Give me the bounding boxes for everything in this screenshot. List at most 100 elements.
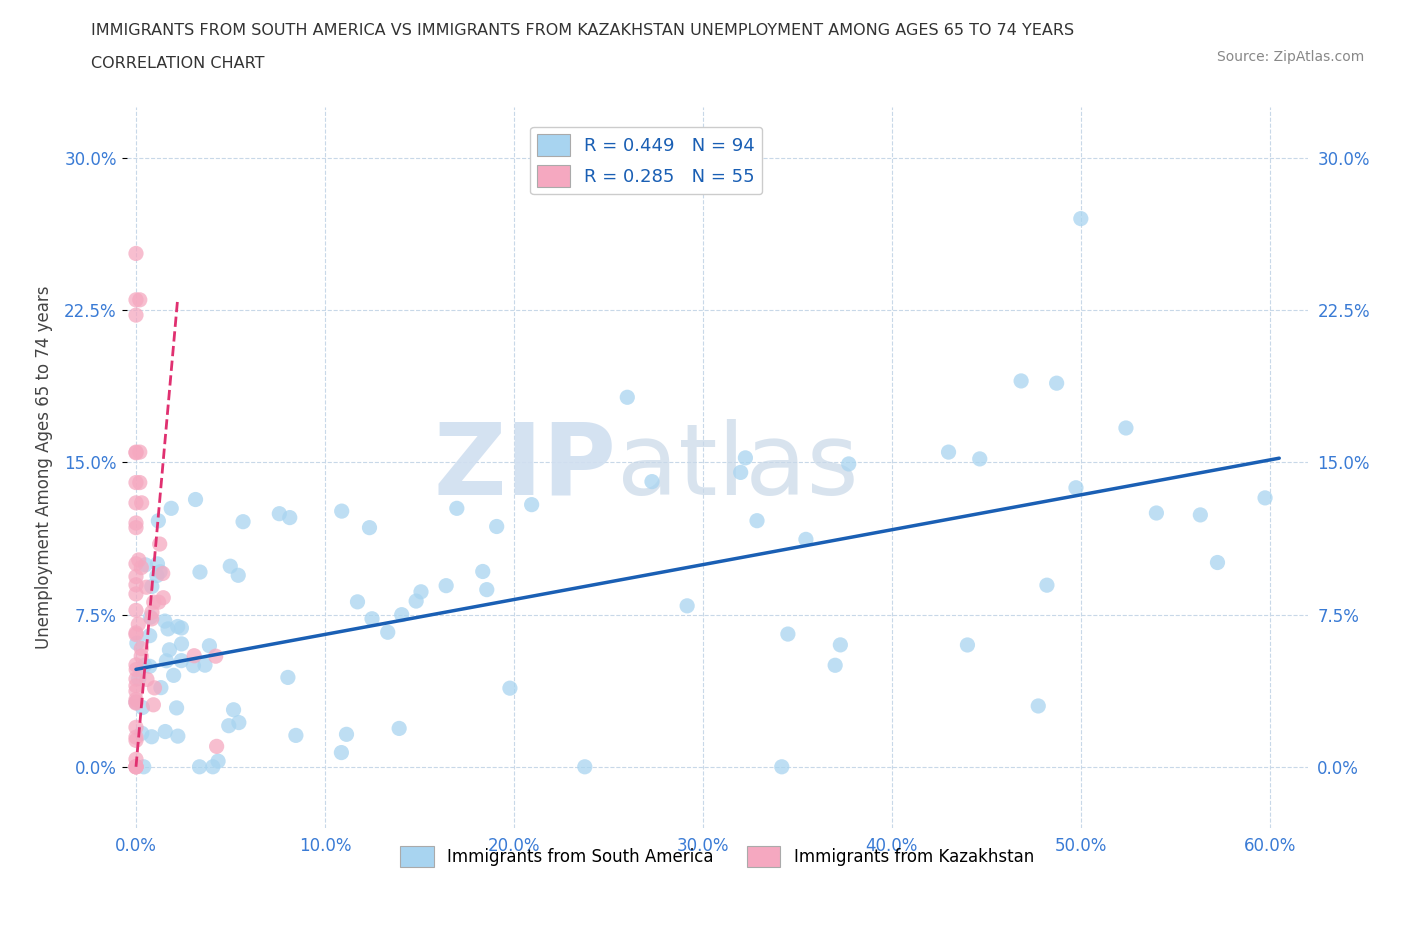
Point [125, 662, 148, 677]
Point [125, 515, 148, 530]
Point [125, 556, 148, 571]
Point [125, 760, 148, 775]
Point [149, 537, 172, 551]
Point [141, 611, 163, 626]
Point [166, 700, 188, 715]
Point [159, 643, 181, 658]
Point [131, 496, 153, 511]
Point [152, 591, 174, 605]
Point [125, 733, 148, 748]
Point [734, 450, 756, 465]
Point [125, 695, 148, 710]
Point [228, 715, 250, 730]
Point [141, 729, 163, 744]
Point [520, 498, 543, 512]
Point [405, 593, 427, 608]
Text: CORRELATION CHART: CORRELATION CHART [91, 56, 264, 71]
Point [128, 445, 150, 459]
Point [184, 492, 207, 507]
Point [127, 617, 149, 631]
Point [794, 532, 817, 547]
Point [1254, 490, 1277, 505]
Point [125, 520, 148, 535]
Point [166, 729, 188, 744]
Y-axis label: Unemployment Among Ages 65 to 74 years: Unemployment Among Ages 65 to 74 years [35, 286, 53, 649]
Point [1070, 211, 1092, 226]
Point [222, 702, 245, 717]
Point [219, 559, 242, 574]
Point [335, 727, 357, 742]
Point [131, 560, 153, 575]
Point [938, 445, 960, 459]
Point [125, 475, 148, 490]
Point [125, 587, 148, 602]
Point [125, 603, 148, 618]
Point [152, 566, 174, 581]
Point [232, 514, 254, 529]
Point [125, 692, 148, 707]
Point [170, 653, 193, 668]
Point [142, 698, 165, 712]
Point [129, 648, 152, 663]
Point [153, 614, 176, 629]
Point [1144, 506, 1167, 521]
Point [956, 638, 979, 653]
Point [138, 628, 160, 643]
Point [131, 725, 153, 740]
Point [330, 745, 353, 760]
Point [269, 506, 291, 521]
Point [969, 451, 991, 466]
Point [838, 457, 860, 472]
Point [330, 504, 353, 519]
Legend: Immigrants from South America, Immigrants from Kazakhstan: Immigrants from South America, Immigrant… [394, 840, 1040, 873]
Point [676, 598, 699, 613]
Point [170, 620, 193, 635]
Point [278, 511, 301, 525]
Point [207, 753, 229, 768]
Text: Source: ZipAtlas.com: Source: ZipAtlas.com [1216, 50, 1364, 64]
Point [616, 390, 638, 405]
Point [125, 751, 148, 766]
Point [277, 670, 299, 684]
Point [1064, 480, 1087, 495]
Point [125, 760, 148, 775]
Point [125, 636, 148, 651]
Text: atlas: atlas [617, 418, 858, 516]
Point [134, 557, 156, 572]
Point [149, 565, 172, 579]
Point [136, 672, 159, 687]
Point [125, 627, 148, 642]
Point [135, 579, 157, 594]
Point [128, 292, 150, 307]
Point [485, 519, 508, 534]
Point [141, 579, 163, 594]
Point [125, 308, 148, 323]
Point [125, 760, 148, 775]
Point [471, 565, 494, 579]
Point [138, 658, 160, 673]
Point [125, 569, 148, 584]
Point [641, 474, 664, 489]
Point [499, 681, 522, 696]
Point [730, 465, 752, 480]
Point [284, 728, 307, 743]
Point [160, 501, 183, 516]
Point [183, 648, 205, 663]
Point [125, 292, 148, 307]
Point [125, 695, 148, 710]
Point [148, 513, 170, 528]
Point [149, 680, 172, 695]
Point [157, 621, 180, 636]
Point [155, 724, 177, 739]
Text: IMMIGRANTS FROM SOUTH AMERICA VS IMMIGRANTS FROM KAZAKHSTAN UNEMPLOYMENT AMONG A: IMMIGRANTS FROM SOUTH AMERICA VS IMMIGRA… [91, 23, 1074, 38]
Point [134, 658, 156, 672]
Point [198, 638, 221, 653]
Point [1046, 376, 1069, 391]
Point [1036, 578, 1059, 592]
Point [125, 760, 148, 775]
Point [226, 568, 249, 583]
Point [1206, 555, 1229, 570]
Point [409, 584, 432, 599]
Point [146, 556, 169, 571]
Point [163, 668, 186, 683]
